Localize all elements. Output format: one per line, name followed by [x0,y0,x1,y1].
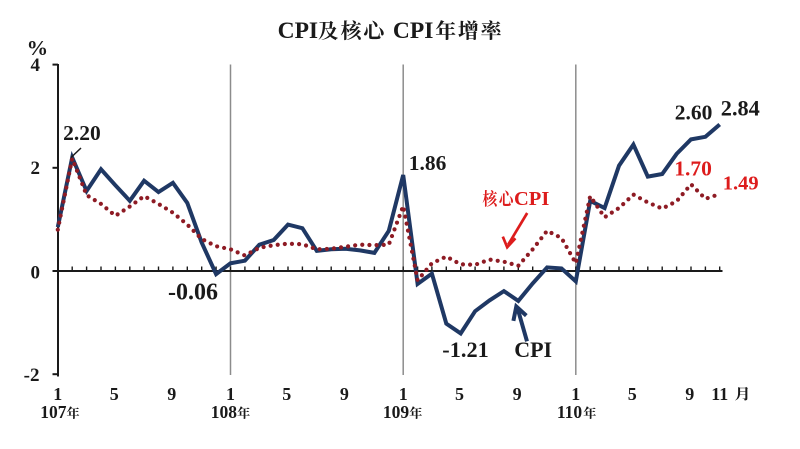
svg-text:4: 4 [31,55,41,76]
svg-text:109: 109 [383,402,410,422]
svg-text:2: 2 [31,158,41,179]
svg-text:CPI: CPI [278,18,318,44]
svg-text:107: 107 [40,402,66,422]
svg-text:1: 1 [571,384,580,404]
svg-text:1: 1 [399,384,408,404]
svg-text:9: 9 [685,384,694,404]
svg-text:1.86: 1.86 [409,151,447,175]
svg-text:CPI: CPI [514,188,549,210]
svg-text:5: 5 [282,384,291,404]
svg-text:108: 108 [211,402,238,422]
svg-text:CPI: CPI [393,18,433,44]
svg-text:-0.06: -0.06 [168,279,218,305]
svg-text:110: 110 [557,402,583,422]
svg-text:5: 5 [455,384,464,404]
svg-text:9: 9 [340,384,349,404]
svg-text:CPI: CPI [514,337,552,362]
svg-text:-1.21: -1.21 [442,337,488,362]
svg-text:1: 1 [226,384,235,404]
svg-text:1.49: 1.49 [723,172,759,194]
svg-text:1.70: 1.70 [674,157,712,181]
svg-text:1: 1 [53,384,62,404]
svg-text:2.84: 2.84 [721,95,760,120]
svg-text:5: 5 [110,384,119,404]
svg-text:-2: -2 [24,365,40,386]
svg-text:9: 9 [513,384,522,404]
svg-text:9: 9 [167,384,176,404]
svg-text:%: % [27,36,48,60]
svg-text:2.20: 2.20 [63,121,101,145]
svg-text:2.60: 2.60 [675,101,713,125]
svg-text:11: 11 [711,384,728,404]
svg-text:5: 5 [628,384,637,404]
svg-text:0: 0 [31,262,41,283]
